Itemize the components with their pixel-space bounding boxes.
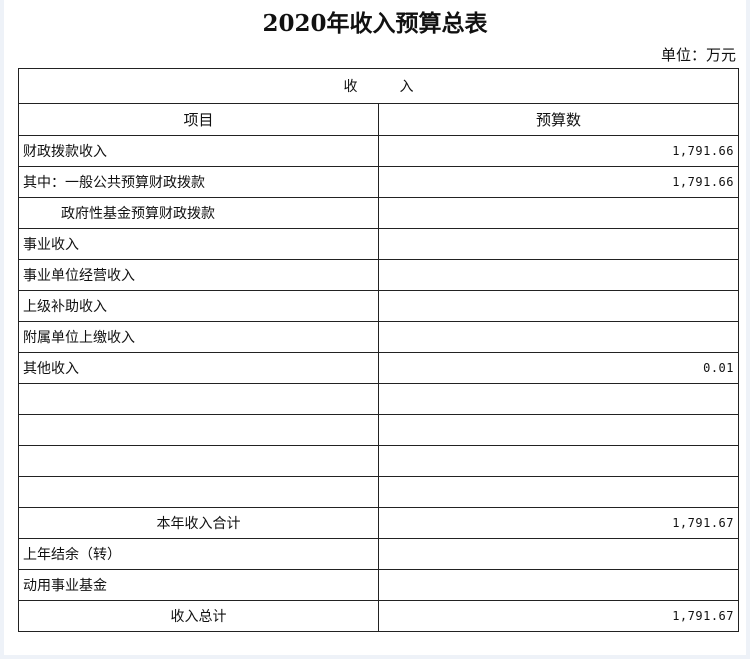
amount-cell: 1,791.67 [378, 507, 739, 539]
item-cell: 动用事业基金 [18, 569, 379, 601]
column-header-item: 项目 [18, 103, 379, 136]
amount-cell: 1,791.67 [378, 600, 739, 632]
item-cell: 其中：一般公共预算财政拨款 [18, 166, 379, 198]
table-row: 附属单位上缴收入 [18, 321, 739, 353]
item-cell: 其他收入 [18, 352, 379, 384]
income-budget-table: 收 入 项目 预算数 财政拨款收入 1,791.66 其中：一般公共预算财政拨款 1,… [18, 68, 739, 632]
table-row: 本年收入合计 1,791.67 [18, 507, 739, 539]
table-row: 事业单位经营收入 [18, 259, 739, 291]
amount-cell [378, 228, 739, 260]
item-cell: 附属单位上缴收入 [18, 321, 379, 353]
table-row: 财政拨款收入 1,791.66 [18, 135, 739, 167]
table-row: 动用事业基金 [18, 569, 739, 601]
column-header-amount: 预算数 [378, 103, 739, 136]
amount-cell [378, 383, 739, 415]
amount-cell [378, 197, 739, 229]
unit-label: 单位：万元 [660, 46, 736, 64]
table-row: 其他收入 0.01 [18, 352, 739, 384]
amount-cell [378, 259, 739, 291]
table-row [18, 445, 739, 477]
table-row: 上年结余（转） [18, 538, 739, 570]
section-header-row: 收 入 [18, 68, 739, 104]
amount-cell [378, 476, 739, 508]
item-cell: 上年结余（转） [18, 538, 379, 570]
table-row: 上级补助收入 [18, 290, 739, 322]
table-row [18, 383, 739, 415]
item-cell: 事业收入 [18, 228, 379, 260]
amount-cell [378, 321, 739, 353]
table-row: 事业收入 [18, 228, 739, 260]
item-cell: 政府性基金预算财政拨款 [18, 197, 379, 229]
page-title: 2020年收入预算总表 [262, 10, 488, 37]
amount-cell: 0.01 [378, 352, 739, 384]
table-row [18, 476, 739, 508]
amount-cell: 1,791.66 [378, 166, 739, 198]
item-cell [18, 414, 379, 446]
amount-cell [378, 445, 739, 477]
item-cell [18, 383, 379, 415]
item-cell: 本年收入合计 [18, 507, 379, 539]
item-cell: 财政拨款收入 [18, 135, 379, 167]
section-header: 收 入 [18, 68, 739, 104]
amount-cell: 1,791.66 [378, 135, 739, 167]
amount-cell [378, 290, 739, 322]
item-cell: 上级补助收入 [18, 290, 379, 322]
item-cell [18, 476, 379, 508]
table-row: 政府性基金预算财政拨款 [18, 197, 739, 229]
table-row: 收入总计 1,791.67 [18, 600, 739, 632]
item-cell [18, 445, 379, 477]
column-header-row: 项目 预算数 [18, 103, 739, 136]
amount-cell [378, 569, 739, 601]
amount-cell [378, 538, 739, 570]
item-cell: 收入总计 [18, 600, 379, 632]
amount-cell [378, 414, 739, 446]
table-row: 其中：一般公共预算财政拨款 1,791.66 [18, 166, 739, 198]
item-cell: 事业单位经营收入 [18, 259, 379, 291]
table-row [18, 414, 739, 446]
